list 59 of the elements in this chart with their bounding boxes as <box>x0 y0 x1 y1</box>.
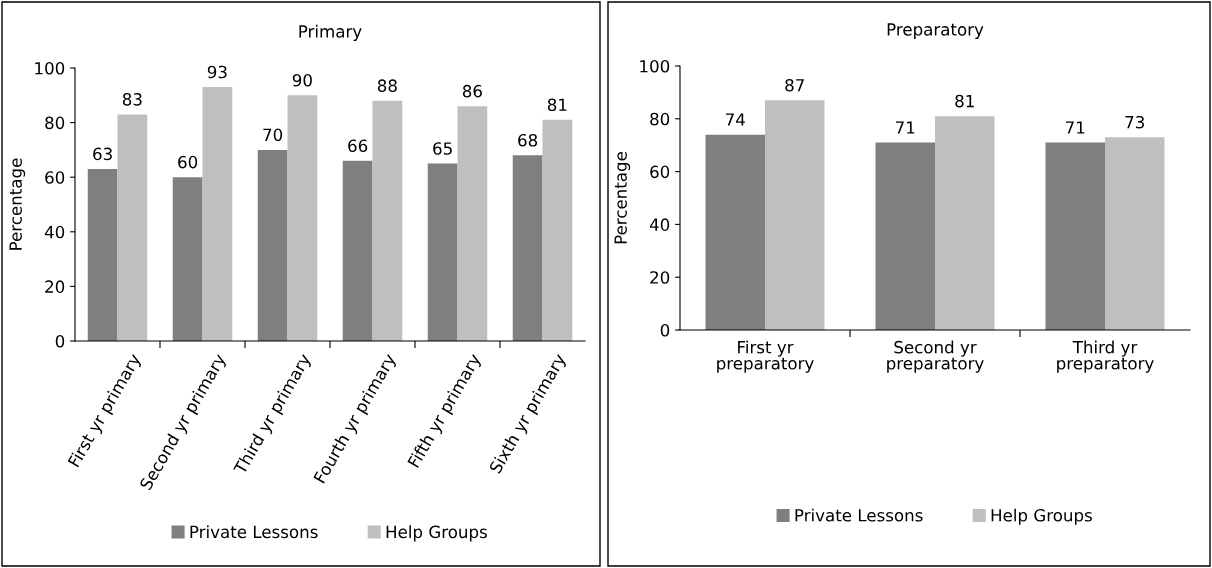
bar <box>935 116 995 330</box>
y-tick-label: 20 <box>45 280 65 293</box>
x-tick-label: Second yr preparatory <box>887 340 984 373</box>
bar <box>705 134 765 330</box>
bar <box>875 142 935 330</box>
y-tick-label: 100 <box>35 61 65 75</box>
y-tick-label: 0 <box>660 323 670 337</box>
data-label: 93 <box>207 65 227 79</box>
y-tick-label: 100 <box>640 59 670 73</box>
data-label: 74 <box>726 113 745 126</box>
data-label: 71 <box>1066 121 1085 134</box>
y-tick-label: 80 <box>45 116 65 130</box>
bar <box>1105 137 1165 330</box>
y-tick-label: 40 <box>649 218 670 231</box>
bar <box>342 160 373 341</box>
y-tick-label: 20 <box>650 271 670 284</box>
bar <box>117 114 148 341</box>
y-tick-label: 60 <box>45 171 65 184</box>
data-label: 68 <box>518 133 538 147</box>
legend-label: Private Lessons <box>795 508 923 522</box>
chart-title: Preparatory <box>887 23 984 39</box>
y-axis-title: Percentage <box>9 158 26 250</box>
data-label: 65 <box>433 142 452 155</box>
y-tick-label: 80 <box>650 112 670 126</box>
bar <box>287 95 318 341</box>
data-label: 81 <box>547 98 567 112</box>
data-label: 90 <box>292 73 312 87</box>
y-axis-title: Percentage <box>614 152 631 244</box>
y-tick-label: 0 <box>55 334 65 348</box>
bar <box>457 106 488 341</box>
bar <box>765 100 825 330</box>
data-label: 71 <box>896 121 915 134</box>
chart-title: Primary <box>299 24 362 41</box>
bar <box>87 169 118 341</box>
data-label: 70 <box>263 128 283 142</box>
bar <box>202 87 233 341</box>
bar <box>172 177 203 341</box>
data-label: 73 <box>1125 115 1145 129</box>
data-label: 60 <box>178 155 198 169</box>
bar <box>427 163 458 341</box>
data-label: 86 <box>462 84 482 98</box>
y-tick-label: 60 <box>650 165 670 179</box>
bar <box>257 149 288 341</box>
legend-label: Help Groups <box>386 525 487 542</box>
x-tick-label: Third yr preparatory <box>1057 340 1154 373</box>
data-label: 66 <box>348 139 368 153</box>
legend-label: Help Groups <box>991 508 1092 525</box>
data-label: 83 <box>122 93 142 106</box>
x-tick-label: First yr preparatory <box>717 340 814 373</box>
legend-label: Private Lessons <box>190 525 318 539</box>
data-label: 81 <box>955 94 974 108</box>
bar <box>372 100 403 341</box>
data-label: 87 <box>785 78 804 92</box>
bar <box>512 155 543 341</box>
bar <box>1045 142 1105 330</box>
bar <box>542 119 573 341</box>
data-label: 63 <box>93 147 112 161</box>
data-label: 88 <box>377 79 397 92</box>
y-tick-label: 40 <box>44 225 65 239</box>
